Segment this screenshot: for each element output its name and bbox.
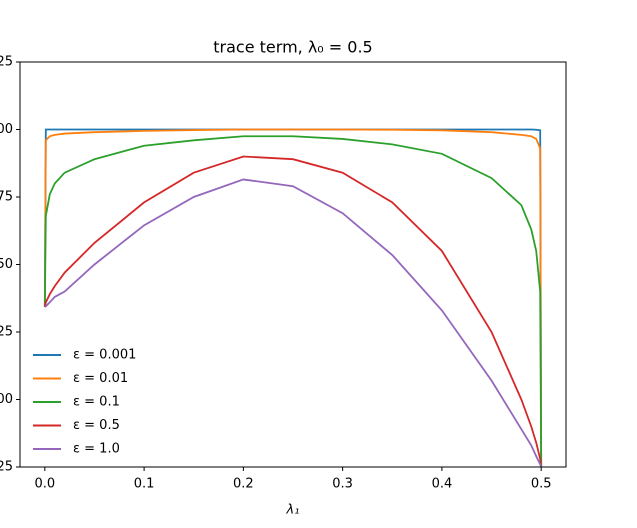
- legend-label: ε = 1.0: [73, 442, 120, 457]
- x-axis-label: λ₁: [286, 503, 300, 518]
- x-tick-label: 0.2: [233, 477, 254, 492]
- x-tick-label: 0.1: [134, 477, 155, 492]
- x-tick-label: 0.0: [34, 477, 55, 492]
- plot-frame: [19, 61, 567, 468]
- legend-label: ε = 0.5: [73, 418, 120, 433]
- series-line: [43, 128, 543, 468]
- series-line: [43, 128, 543, 468]
- legend-label: ε = 0.1: [73, 395, 120, 410]
- y-tick-label: −0.25: [0, 460, 13, 475]
- legend-label: ε = 0.001: [73, 348, 136, 363]
- y-tick-label: 0.75: [0, 190, 13, 205]
- x-tick-label: 0.4: [432, 477, 453, 492]
- y-tick-label: 1.25: [0, 55, 13, 70]
- x-tick-label: 0.3: [332, 477, 353, 492]
- legend-label: ε = 0.01: [73, 371, 128, 386]
- y-tick-label: 0.25: [0, 325, 13, 340]
- series-line: [44, 178, 543, 468]
- series-line: [43, 135, 543, 468]
- chart-title: trace term, λ₀ = 0.5: [213, 38, 372, 57]
- y-tick-label: 1.00: [0, 122, 13, 137]
- y-tick-label: 0.50: [0, 257, 13, 272]
- y-tick-label: 0.00: [0, 392, 13, 407]
- series-line: [43, 155, 543, 468]
- x-tick-label: 0.5: [531, 477, 552, 492]
